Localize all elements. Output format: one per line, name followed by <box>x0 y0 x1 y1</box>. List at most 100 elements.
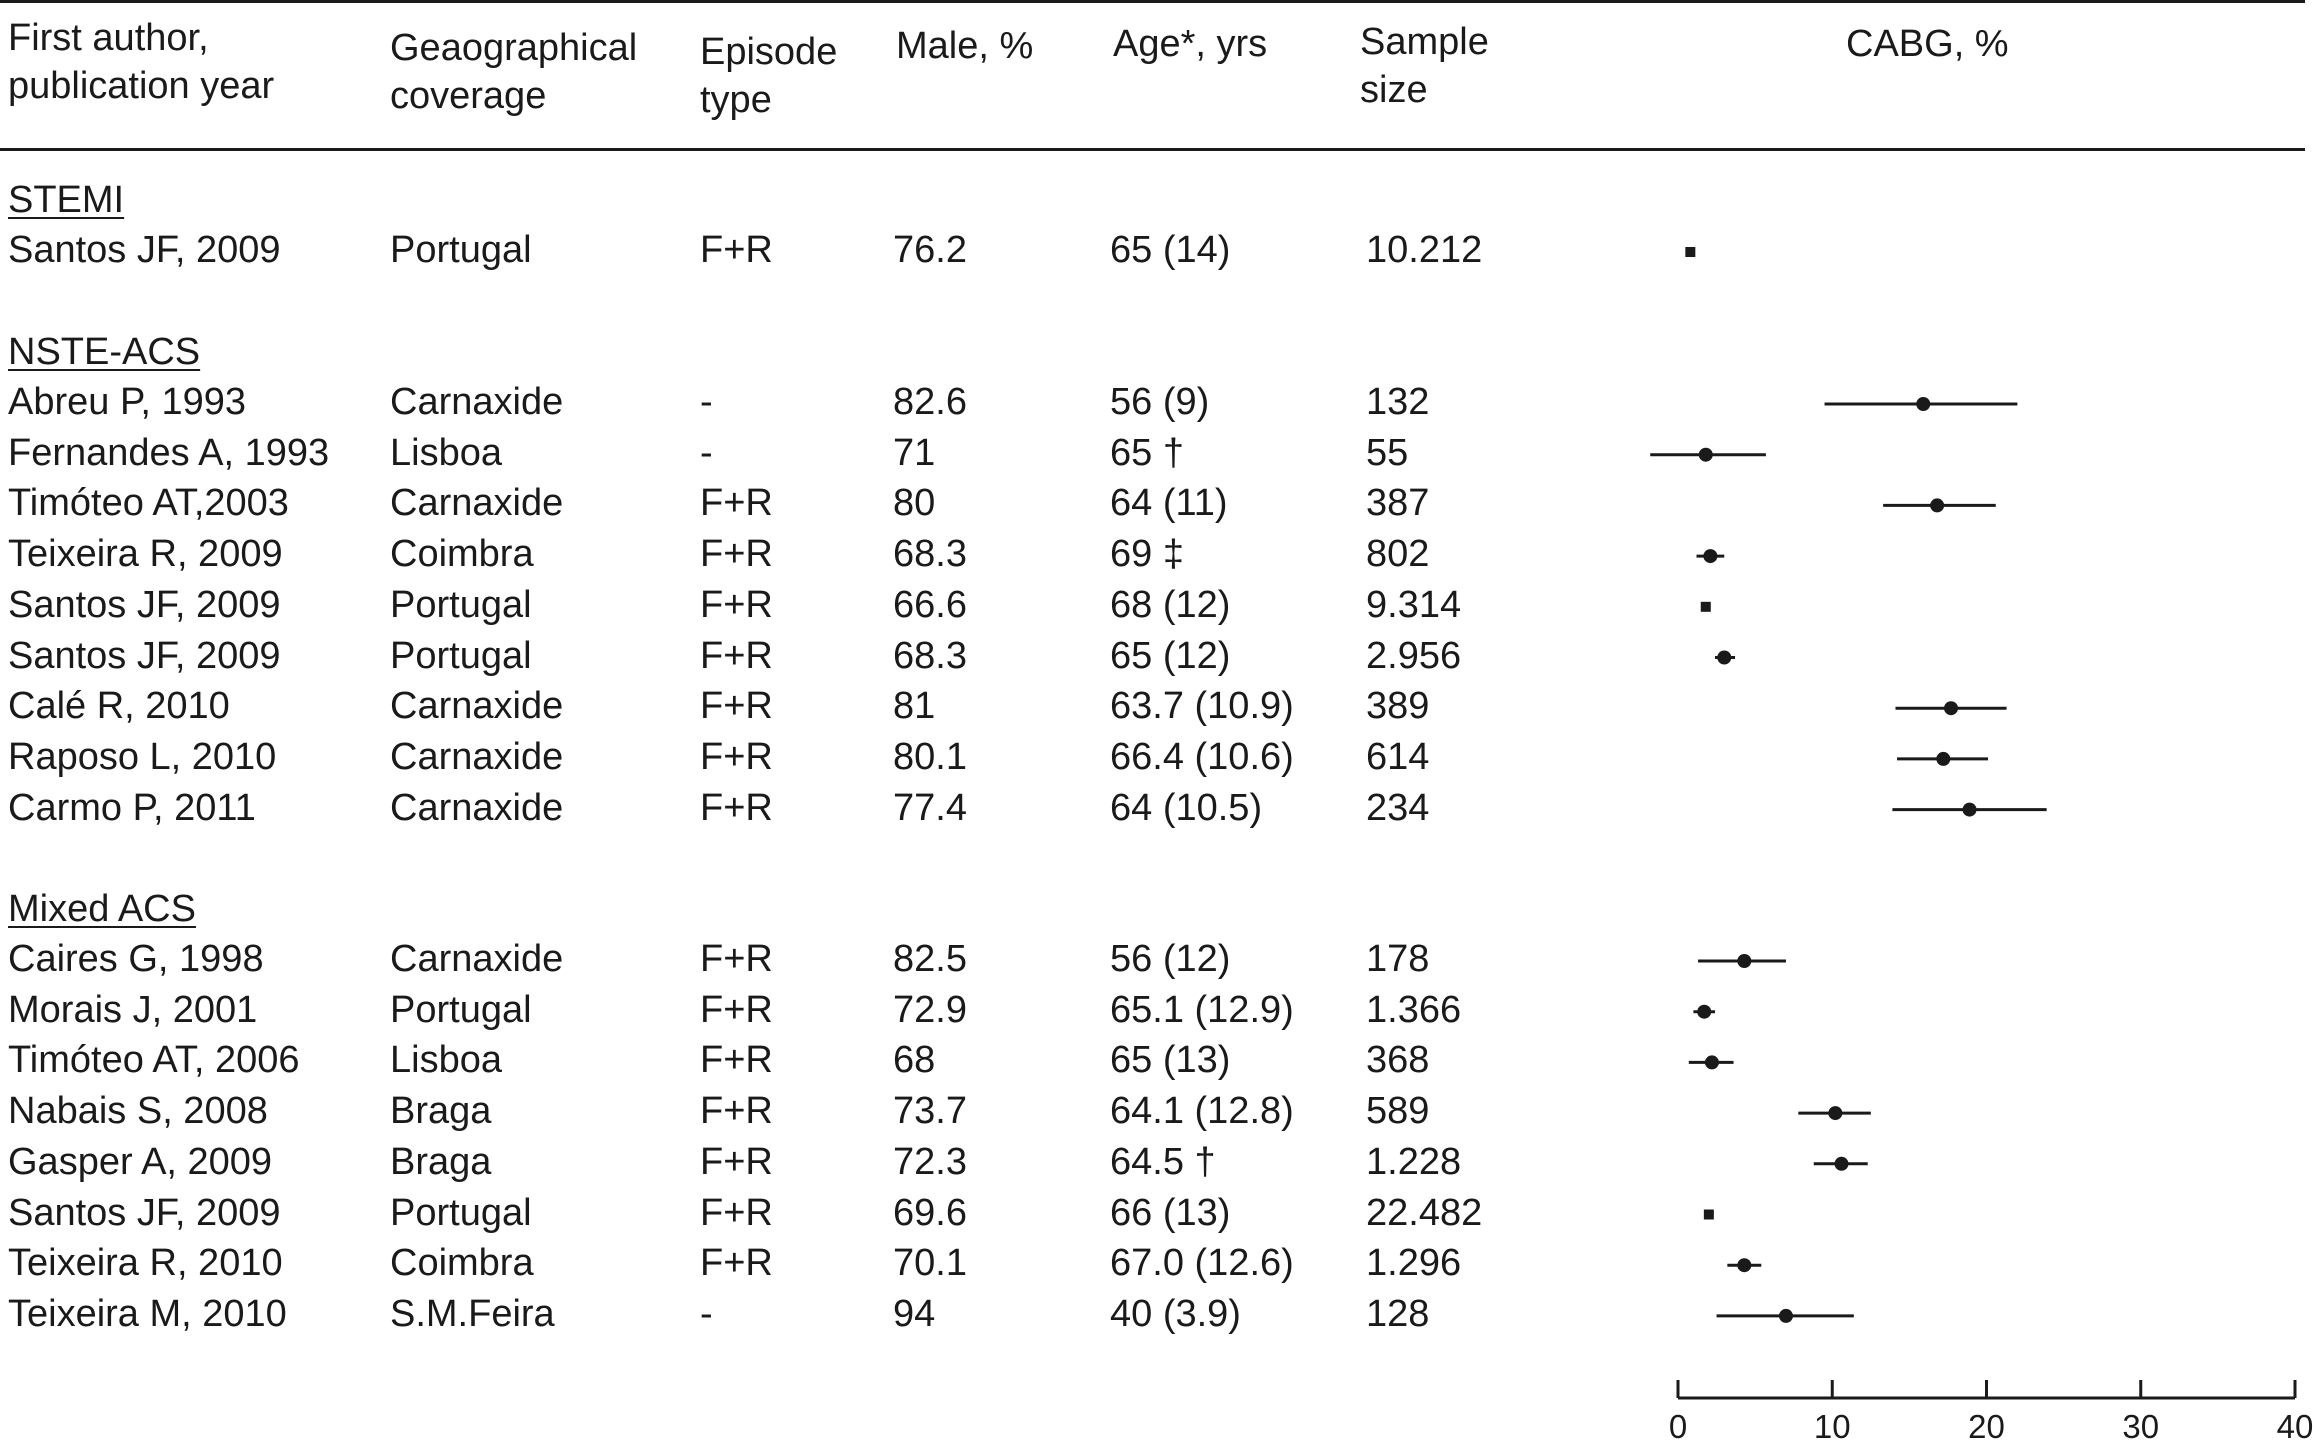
forest-mark <box>1895 701 2007 716</box>
cell-episode: F+R <box>700 1090 773 1133</box>
cell-male: 94 <box>893 1292 936 1335</box>
cell-geo: S.M.Feira <box>390 1292 555 1335</box>
cell-episode: F+R <box>700 1039 773 1082</box>
cell-episode: F+R <box>700 988 773 1031</box>
forest-mark <box>1727 1258 1762 1273</box>
estimate-point <box>1703 1209 1714 1220</box>
cell-episode: F+R <box>700 482 773 525</box>
cell-age: 66.4 (10.6) <box>1110 735 1294 778</box>
group-heading: Mixed ACS <box>8 888 196 930</box>
estimate-point <box>1828 1106 1843 1121</box>
cell-geo: Portugal <box>390 1191 532 1234</box>
cell-episode: F+R <box>700 229 773 271</box>
cell-episode: F+R <box>700 1242 773 1285</box>
cell-episode: F+R <box>700 634 773 677</box>
cell-sample: 9.314 <box>1366 583 1462 626</box>
cell-male: 68 <box>893 1039 936 1082</box>
cell-age: 68 (12) <box>1110 583 1231 626</box>
forest-mark <box>1698 954 1786 968</box>
cell-sample: 1.366 <box>1366 988 1462 1031</box>
cell-author: Teixeira R, 2009 <box>8 533 283 576</box>
cell-episode: F+R <box>700 533 773 576</box>
cell-episode: - <box>700 1292 713 1335</box>
cell-sample: 132 <box>1366 381 1430 423</box>
estimate-point <box>1698 447 1713 462</box>
cell-geo: Portugal <box>390 583 532 626</box>
estimate-point <box>1962 802 1977 817</box>
cell-sample: 22.482 <box>1366 1191 1483 1234</box>
forest-mark <box>1897 751 1989 766</box>
cell-age: 64 (10.5) <box>1110 786 1263 829</box>
cell-sample: 234 <box>1366 786 1430 829</box>
estimate-point <box>1936 751 1951 766</box>
cell-age: 63.7 (10.9) <box>1110 685 1294 728</box>
cell-author: Abreu P, 1993 <box>8 381 247 423</box>
cell-sample: 802 <box>1366 533 1430 576</box>
cell-male: 81 <box>893 685 936 728</box>
x-tick-label: 0 <box>1669 1408 1687 1445</box>
cell-male: 66.6 <box>893 583 967 626</box>
forest-mark <box>1688 1055 1734 1070</box>
cell-author: Fernandes A, 1993 <box>8 431 330 474</box>
cell-author: Carmo P, 2011 <box>8 786 256 829</box>
forest-mark <box>1703 1209 1714 1220</box>
estimate-point <box>1717 650 1732 665</box>
cell-sample: 387 <box>1366 482 1430 525</box>
cell-male: 82.5 <box>893 938 967 980</box>
cell-male: 82.6 <box>893 381 967 423</box>
cell-age: 66 (13) <box>1110 1191 1231 1234</box>
cell-age: 69 ‡ <box>1110 533 1184 576</box>
estimate-point <box>1778 1308 1793 1323</box>
cell-male: 72.3 <box>893 1140 967 1183</box>
header-cabg: CABG, % <box>1846 23 2009 65</box>
cell-episode: F+R <box>700 938 773 980</box>
cell-author: Teixeira M, 2010 <box>8 1292 287 1335</box>
cell-episode: F+R <box>700 1191 773 1234</box>
cell-sample: 614 <box>1366 735 1430 778</box>
cell-author: Raposo L, 2010 <box>8 735 277 778</box>
header-episode: Episode type <box>700 31 838 121</box>
cell-geo: Lisboa <box>390 431 502 474</box>
header-author: First author, publication year <box>8 17 275 107</box>
cell-sample: 128 <box>1366 1292 1430 1335</box>
cell-author: Santos JF, 2009 <box>8 583 281 626</box>
cell-episode: F+R <box>700 786 773 829</box>
cell-sample: 389 <box>1366 685 1430 728</box>
cell-male: 76.2 <box>893 229 967 271</box>
cell-sample: 1.296 <box>1366 1242 1462 1285</box>
cell-geo: Portugal <box>390 988 532 1031</box>
cell-age: 65.1 (12.9) <box>1110 988 1294 1031</box>
cell-age: 65 (13) <box>1110 1039 1231 1082</box>
cell-age: 64.5 † <box>1110 1140 1216 1183</box>
cell-episode: F+R <box>700 583 773 626</box>
forest-mark <box>1798 1106 1871 1121</box>
forest-mark <box>1824 397 2018 411</box>
header-rule <box>0 148 2305 151</box>
cell-age: 65 (12) <box>1110 634 1231 677</box>
header-male: Male, % <box>896 25 1034 67</box>
forest-mark <box>1715 650 1736 665</box>
x-tick-label: 20 <box>1968 1408 2005 1445</box>
estimate-point <box>1737 1258 1752 1273</box>
group-heading: NSTE-ACS <box>8 331 201 373</box>
forest-mark <box>1693 1004 1716 1019</box>
cell-author: Timóteo AT, 2006 <box>8 1039 300 1082</box>
cell-sample: 368 <box>1366 1039 1430 1082</box>
cell-sample: 178 <box>1366 938 1430 980</box>
forest-mark <box>1700 601 1711 612</box>
cell-author: Timóteo AT,2003 <box>8 482 289 525</box>
cell-sample: 2.956 <box>1366 634 1462 677</box>
cell-sample: 1.228 <box>1366 1140 1462 1183</box>
cell-male: 70.1 <box>893 1242 967 1285</box>
group-heading: STEMI <box>8 179 125 221</box>
cell-age: 67.0 (12.6) <box>1110 1242 1294 1285</box>
cell-male: 72.9 <box>893 988 967 1031</box>
cell-geo: Portugal <box>390 229 532 271</box>
cell-age: 64 (11) <box>1110 482 1228 525</box>
forest-mark <box>1650 447 1766 462</box>
cell-age: 64.1 (12.8) <box>1110 1090 1294 1133</box>
estimate-point <box>1704 1055 1719 1070</box>
cell-episode: - <box>700 381 713 423</box>
forest-mark <box>1685 247 1696 257</box>
